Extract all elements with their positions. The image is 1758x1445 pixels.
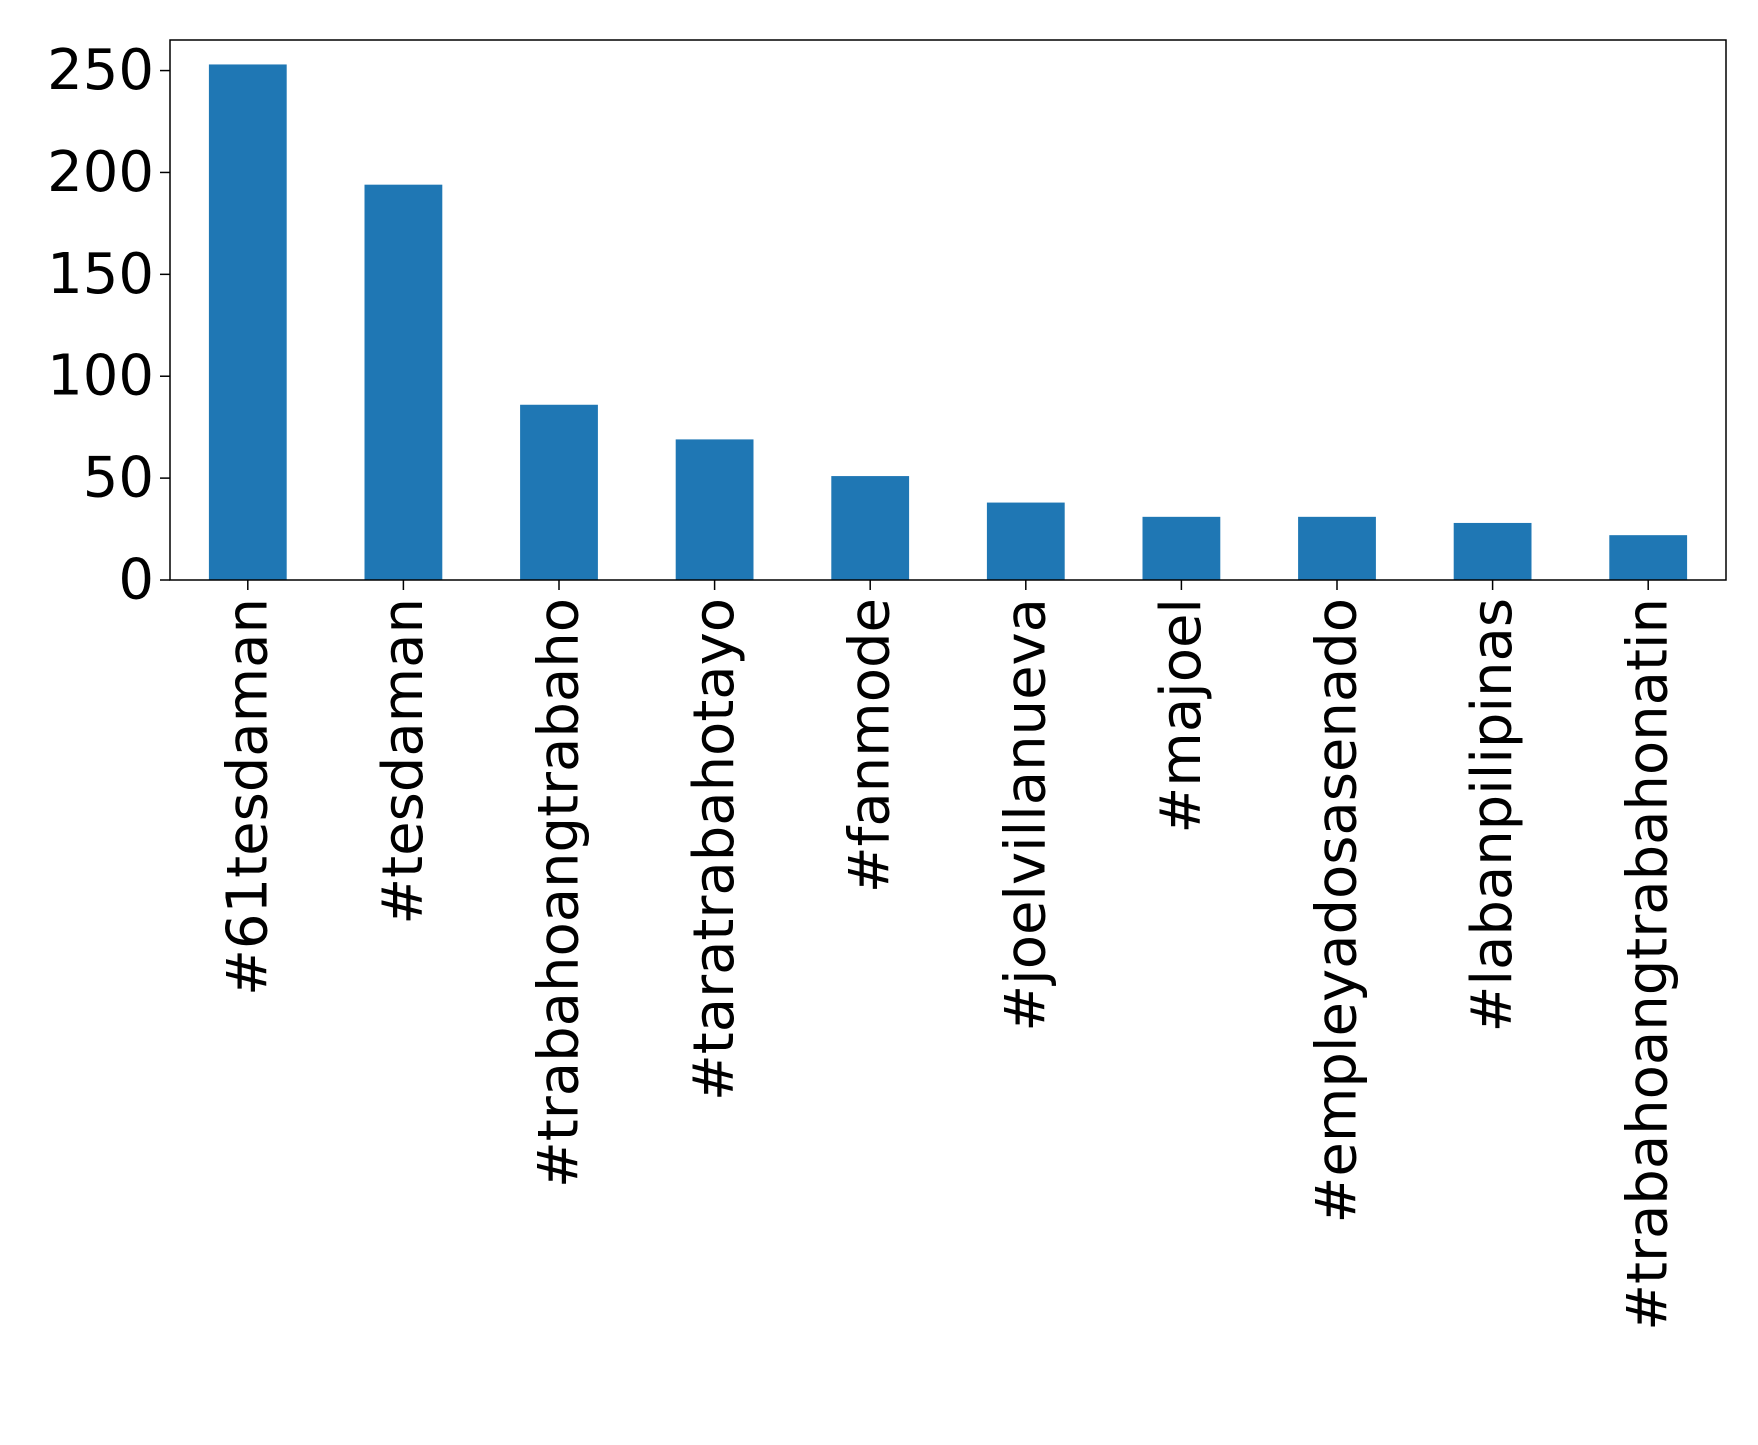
bar-joelvillanueva (986, 502, 1065, 580)
bar-trabahoangtrabahonatin (1609, 535, 1688, 580)
x-tick-label: #joelvillanueva (993, 598, 1058, 1032)
x-tick-label: #fanmode (838, 598, 903, 893)
x-axis: #61tesdaman #tesdaman #trabahoangtrabaho #t… (215, 580, 1681, 1331)
x-tick-label: #trabahoangtrabahonatin (1616, 598, 1681, 1331)
y-tick-label: 150 (47, 242, 154, 307)
x-tick-label: #61tesdaman (215, 598, 280, 996)
bars-group (208, 64, 1688, 581)
plot-frame (169, 39, 1727, 581)
x-tick-label: #tesdaman (371, 598, 436, 925)
x-tick-label: #taratrabahotayo (682, 598, 747, 1101)
bar-tesdaman (364, 184, 443, 580)
bar-61tesdaman (208, 64, 287, 581)
bar-fanmode (831, 476, 910, 580)
bar-taratrabahotayo (675, 439, 754, 580)
x-tick-label: #majoel (1149, 598, 1214, 834)
y-tick-label: 0 (118, 548, 154, 613)
bar-labanpilipinas (1453, 522, 1532, 580)
x-tick-label: #labanpilipinas (1460, 598, 1525, 1032)
bar-empleyadosasenado (1298, 516, 1376, 580)
y-axis: 0 50 100 150 200 250 (47, 38, 170, 613)
y-tick-label: 100 (47, 344, 154, 409)
bar-majoel (1142, 516, 1221, 580)
bar-trabahoangtrabaho (520, 404, 598, 580)
x-tick-label: #empleyadosasenado (1305, 598, 1370, 1224)
x-tick-label: #trabahoangtrabaho (527, 598, 592, 1188)
y-tick-label: 250 (47, 38, 154, 103)
y-tick-label: 200 (47, 140, 154, 205)
y-tick-label: 50 (83, 446, 154, 511)
